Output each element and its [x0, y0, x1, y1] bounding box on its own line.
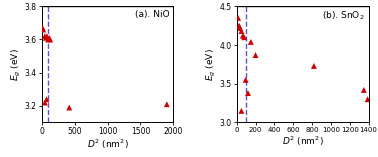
Point: [40, 28, 46, 31]
Point: [66, 106, 72, 109]
Point: [361, 89, 367, 91]
Point: [245, 92, 251, 94]
Point: [239, 30, 245, 32]
Point: [40, 27, 46, 29]
Point: [43, 37, 49, 39]
Point: [47, 38, 53, 41]
Point: [42, 101, 48, 104]
Point: [44, 35, 50, 37]
Point: [235, 17, 241, 19]
Point: [46, 37, 52, 39]
Point: [365, 98, 371, 100]
Point: [43, 98, 50, 100]
Point: [239, 110, 245, 112]
Point: [248, 41, 254, 43]
X-axis label: $D^2$ (nm$^2$): $D^2$ (nm$^2$): [282, 135, 324, 148]
Point: [241, 36, 247, 38]
Point: [42, 35, 48, 37]
Y-axis label: $E_g$ (eV): $E_g$ (eV): [205, 48, 218, 81]
Text: (a). NiO: (a). NiO: [135, 10, 169, 19]
Point: [253, 54, 259, 56]
Point: [243, 79, 249, 81]
Point: [164, 103, 170, 106]
Point: [311, 65, 317, 67]
Point: [237, 27, 243, 29]
Point: [236, 24, 242, 27]
Text: (b). SnO$_2$: (b). SnO$_2$: [322, 10, 365, 22]
Point: [240, 34, 246, 37]
Point: [45, 38, 51, 41]
Y-axis label: $E_g$ (eV): $E_g$ (eV): [10, 48, 23, 81]
X-axis label: $D^2$ (nm$^2$): $D^2$ (nm$^2$): [87, 138, 129, 151]
